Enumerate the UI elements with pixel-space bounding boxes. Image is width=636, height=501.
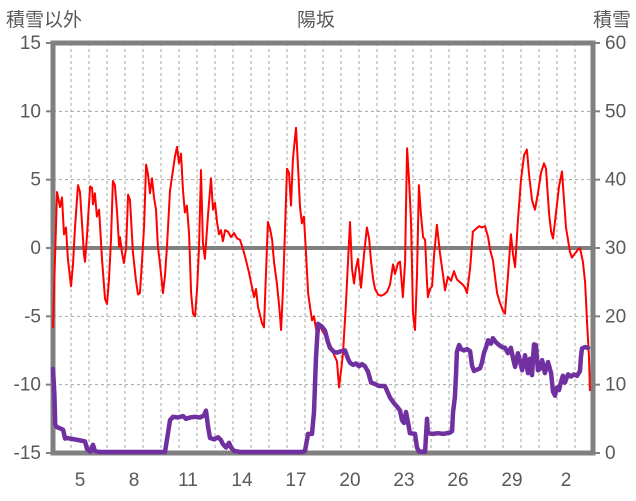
chart-title: 陽坂 — [296, 10, 336, 31]
left-axis-title: 積雪以外 — [6, 10, 83, 31]
left-axis-tick-label: -10 — [14, 375, 41, 396]
x-axis-tick-label: 11 — [178, 470, 198, 491]
left-axis-tick-label: -15 — [14, 443, 41, 464]
temperature-line — [52, 126, 591, 392]
x-axis-tick-label: 2 — [561, 470, 572, 491]
right-axis-title: 積雪 — [592, 10, 631, 31]
x-axis-tick-label: 8 — [129, 470, 140, 491]
right-axis-tick-label: 10 — [605, 375, 626, 396]
left-axis-tick-label: 10 — [20, 101, 41, 122]
x-axis-tick-label: 14 — [231, 470, 253, 491]
left-axis-tick-label: 0 — [30, 238, 41, 259]
x-axis-tick-label: 17 — [285, 470, 306, 491]
x-axis-tick-label: 5 — [75, 470, 86, 491]
x-axis-tick-label: 26 — [447, 470, 468, 491]
right-axis-tick-label: 60 — [605, 33, 626, 54]
left-axis-tick-label: -5 — [24, 306, 41, 327]
left-axis-tick-label: 15 — [20, 33, 41, 54]
right-axis-tick-label: 50 — [605, 101, 626, 122]
x-axis-tick-label: 23 — [393, 470, 414, 491]
right-axis-tick-label: 20 — [605, 306, 626, 327]
x-axis-tick-label: 29 — [501, 470, 522, 491]
right-axis-tick-label: 0 — [605, 443, 616, 464]
right-axis-tick-label: 30 — [605, 238, 626, 259]
x-axis-tick-label: 20 — [339, 470, 360, 491]
right-axis-tick-label: 40 — [605, 170, 626, 191]
snow-depth-line — [50, 321, 591, 455]
left-axis-tick-label: 5 — [30, 170, 41, 191]
